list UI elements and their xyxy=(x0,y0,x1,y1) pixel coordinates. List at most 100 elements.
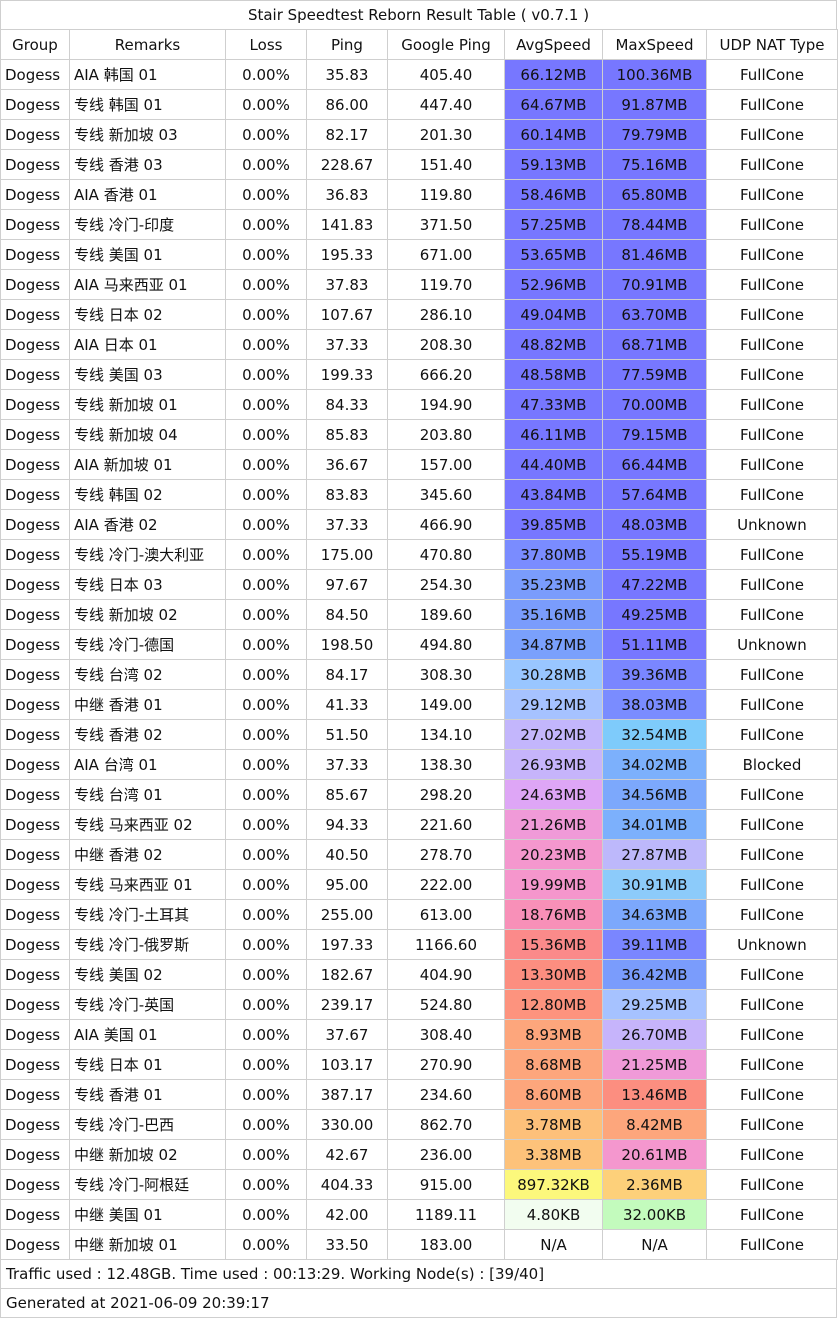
cell-udp-nat-type: FullCone xyxy=(706,839,838,870)
cell-avg-speed: 39.85MB xyxy=(504,509,603,540)
cell-max-speed: 26.70MB xyxy=(602,1019,707,1050)
cell-ping: 41.33 xyxy=(306,689,388,720)
cell-loss: 0.00% xyxy=(225,629,307,660)
cell-remarks: 专线 冷门-土耳其 xyxy=(69,899,226,930)
cell-loss: 0.00% xyxy=(225,149,307,180)
table-row: Dogess 中继 美国 01 0.00% 42.00 1189.11 4.80KB 32.… xyxy=(0,1199,838,1230)
cell-udp-nat-type: Unknown xyxy=(706,629,838,660)
cell-udp-nat-type: FullCone xyxy=(706,1169,838,1200)
cell-remarks: AIA 香港 01 xyxy=(69,179,226,210)
cell-google-ping: 151.40 xyxy=(387,149,505,180)
table-row: Dogess 专线 冷门-澳大利亚 0.00% 175.00 470.80 37.80MB… xyxy=(0,539,838,570)
cell-max-speed: 39.11MB xyxy=(602,929,707,960)
cell-loss: 0.00% xyxy=(225,869,307,900)
table-row: Dogess 专线 冷门-巴西 0.00% 330.00 862.70 3.78MB 8.4… xyxy=(0,1109,838,1140)
cell-remarks: 中继 香港 01 xyxy=(69,689,226,720)
table-row: Dogess 专线 新加坡 01 0.00% 84.33 194.90 47.33MB 70… xyxy=(0,389,838,420)
cell-ping: 37.67 xyxy=(306,1019,388,1050)
cell-remarks: 中继 新加坡 02 xyxy=(69,1139,226,1170)
cell-loss: 0.00% xyxy=(225,1199,307,1230)
cell-loss: 0.00% xyxy=(225,1049,307,1080)
cell-avg-speed: 30.28MB xyxy=(504,659,603,690)
cell-remarks: 专线 新加坡 01 xyxy=(69,389,226,420)
cell-google-ping: 236.00 xyxy=(387,1139,505,1170)
cell-google-ping: 222.00 xyxy=(387,869,505,900)
cell-loss: 0.00% xyxy=(225,59,307,90)
cell-udp-nat-type: FullCone xyxy=(706,1109,838,1140)
cell-loss: 0.00% xyxy=(225,749,307,780)
cell-loss: 0.00% xyxy=(225,359,307,390)
cell-udp-nat-type: FullCone xyxy=(706,1139,838,1170)
column-header-loss: Loss xyxy=(225,29,307,60)
cell-avg-speed: 35.23MB xyxy=(504,569,603,600)
cell-group: Dogess xyxy=(0,719,70,750)
cell-group: Dogess xyxy=(0,1079,70,1110)
table-row: Dogess 专线 香港 01 0.00% 387.17 234.60 8.60MB 13.… xyxy=(0,1079,838,1110)
cell-google-ping: 494.80 xyxy=(387,629,505,660)
traffic-summary: Traffic used : 12.48GB. Time used : 00:1… xyxy=(0,1260,837,1289)
cell-group: Dogess xyxy=(0,1019,70,1050)
cell-max-speed: 13.46MB xyxy=(602,1079,707,1110)
column-header-google-ping: Google Ping xyxy=(387,29,505,60)
cell-google-ping: 183.00 xyxy=(387,1229,505,1260)
cell-avg-speed: 24.63MB xyxy=(504,779,603,810)
cell-max-speed: 2.36MB xyxy=(602,1169,707,1200)
table-row: Dogess 专线 冷门-阿根廷 0.00% 404.33 915.00 897.32KB… xyxy=(0,1169,838,1200)
cell-udp-nat-type: FullCone xyxy=(706,329,838,360)
cell-google-ping: 308.30 xyxy=(387,659,505,690)
cell-udp-nat-type: Blocked xyxy=(706,749,838,780)
cell-max-speed: 79.79MB xyxy=(602,119,707,150)
cell-max-speed: 32.00KB xyxy=(602,1199,707,1230)
cell-avg-speed: 29.12MB xyxy=(504,689,603,720)
cell-remarks: AIA 日本 01 xyxy=(69,329,226,360)
cell-max-speed: 34.63MB xyxy=(602,899,707,930)
cell-google-ping: 671.00 xyxy=(387,239,505,270)
column-header-avg-speed: AvgSpeed xyxy=(504,29,603,60)
cell-udp-nat-type: FullCone xyxy=(706,569,838,600)
cell-max-speed: 91.87MB xyxy=(602,89,707,120)
cell-avg-speed: 48.58MB xyxy=(504,359,603,390)
cell-google-ping: 138.30 xyxy=(387,749,505,780)
cell-max-speed: 32.54MB xyxy=(602,719,707,750)
cell-max-speed: 36.42MB xyxy=(602,959,707,990)
cell-google-ping: 234.60 xyxy=(387,1079,505,1110)
column-header-ping: Ping xyxy=(306,29,388,60)
cell-ping: 36.67 xyxy=(306,449,388,480)
cell-udp-nat-type: FullCone xyxy=(706,119,838,150)
cell-loss: 0.00% xyxy=(225,89,307,120)
cell-group: Dogess xyxy=(0,359,70,390)
cell-udp-nat-type: FullCone xyxy=(706,59,838,90)
cell-loss: 0.00% xyxy=(225,1139,307,1170)
cell-google-ping: 915.00 xyxy=(387,1169,505,1200)
table-row: Dogess 中继 新加坡 02 0.00% 42.67 236.00 3.38MB 20.… xyxy=(0,1139,838,1170)
cell-avg-speed: 3.78MB xyxy=(504,1109,603,1140)
cell-max-speed: N/A xyxy=(602,1229,707,1260)
cell-google-ping: 149.00 xyxy=(387,689,505,720)
table-row: Dogess 专线 美国 03 0.00% 199.33 666.20 48.58MB 77… xyxy=(0,359,838,390)
cell-google-ping: 405.40 xyxy=(387,59,505,90)
cell-ping: 239.17 xyxy=(306,989,388,1020)
cell-ping: 37.83 xyxy=(306,269,388,300)
cell-loss: 0.00% xyxy=(225,389,307,420)
cell-group: Dogess xyxy=(0,209,70,240)
column-header-max-speed: MaxSpeed xyxy=(602,29,707,60)
cell-group: Dogess xyxy=(0,959,70,990)
cell-avg-speed: 34.87MB xyxy=(504,629,603,660)
cell-remarks: 专线 香港 01 xyxy=(69,1079,226,1110)
cell-remarks: 专线 日本 02 xyxy=(69,299,226,330)
cell-group: Dogess xyxy=(0,269,70,300)
cell-udp-nat-type: FullCone xyxy=(706,539,838,570)
cell-udp-nat-type: FullCone xyxy=(706,1079,838,1110)
cell-google-ping: 254.30 xyxy=(387,569,505,600)
cell-group: Dogess xyxy=(0,569,70,600)
cell-loss: 0.00% xyxy=(225,119,307,150)
cell-loss: 0.00% xyxy=(225,479,307,510)
cell-loss: 0.00% xyxy=(225,569,307,600)
cell-google-ping: 278.70 xyxy=(387,839,505,870)
cell-max-speed: 47.22MB xyxy=(602,569,707,600)
cell-loss: 0.00% xyxy=(225,719,307,750)
cell-udp-nat-type: FullCone xyxy=(706,719,838,750)
cell-udp-nat-type: FullCone xyxy=(706,1199,838,1230)
cell-google-ping: 201.30 xyxy=(387,119,505,150)
cell-loss: 0.00% xyxy=(225,1109,307,1140)
